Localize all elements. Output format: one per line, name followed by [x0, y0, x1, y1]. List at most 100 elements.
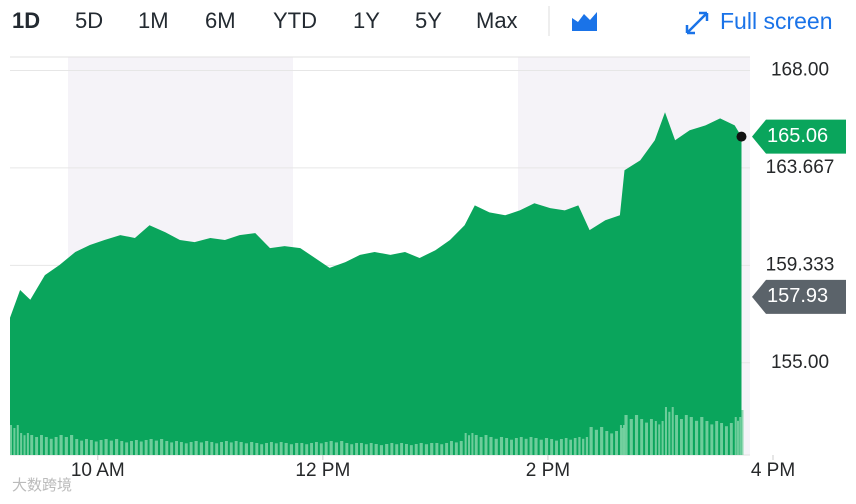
volume-bar-part	[479, 437, 483, 455]
y-tick-label: 159.333	[766, 254, 835, 275]
volume-bar-part	[184, 443, 188, 455]
volume-bar-part	[274, 443, 278, 455]
volume-bar-part	[49, 438, 53, 455]
range-button[interactable]: Max	[476, 8, 518, 33]
volume-bar-part	[559, 439, 563, 455]
volume-bar	[284, 443, 288, 455]
volume-bar-part	[668, 411, 671, 455]
volume-bar	[640, 419, 644, 455]
range-button[interactable]: 1M	[138, 8, 169, 33]
x-tick-label: 12 PM	[295, 460, 350, 481]
range-button[interactable]: 5Y	[415, 8, 442, 33]
volume-bar-part	[319, 443, 323, 455]
full-screen-icon[interactable]	[685, 11, 709, 35]
volume-bar	[134, 440, 138, 455]
volume-bar	[165, 441, 169, 455]
range-button[interactable]: 1D	[12, 8, 40, 33]
volume-bar-part	[484, 435, 488, 455]
watermark: 大数跨境	[12, 476, 72, 494]
volume-bar	[239, 442, 243, 455]
volume-bar	[104, 439, 108, 455]
volume-bar	[224, 441, 228, 455]
volume-bar-part	[629, 419, 633, 455]
volume-bar-part	[569, 439, 573, 455]
x-tick-label: 10 AM	[71, 460, 125, 481]
volume-bar	[654, 421, 657, 455]
volume-bar-part	[622, 425, 625, 455]
volume-bar	[194, 441, 198, 455]
full-screen-button[interactable]: Full screen	[720, 8, 832, 34]
volume-bar-part	[414, 444, 418, 455]
volume-bar-part	[229, 442, 233, 455]
volume-bar	[705, 421, 709, 455]
volume-bar	[450, 441, 453, 455]
volume-bar-part	[94, 441, 98, 455]
range-button[interactable]: 5D	[75, 8, 103, 33]
volume-bar	[675, 415, 679, 455]
chart-layer	[10, 69, 846, 460]
volume-bar	[489, 437, 493, 455]
volume-bar-part	[440, 444, 444, 455]
volume-bar	[734, 417, 737, 455]
volume-bar	[464, 433, 467, 455]
volume-bar	[210, 442, 214, 455]
chart-type-icon[interactable]	[572, 12, 597, 31]
volume-bar	[345, 443, 349, 455]
volume-bar	[359, 443, 363, 455]
volume-bar	[505, 438, 509, 455]
range-button[interactable]: 6M	[205, 8, 236, 33]
volume-bar	[75, 439, 79, 455]
volume-bar	[30, 435, 34, 455]
volume-bar-part	[295, 443, 299, 455]
volume-bar-part	[409, 445, 413, 455]
volume-bar-part	[729, 423, 733, 455]
volume-bar-part	[736, 420, 739, 455]
volume-bar-part	[671, 407, 674, 455]
range-button[interactable]: 1Y	[353, 8, 380, 33]
volume-bar-part	[35, 437, 39, 455]
volume-bar-part	[454, 442, 458, 455]
volume-bar-part	[220, 442, 223, 455]
volume-bar-part	[514, 438, 518, 455]
volume-bar-part	[594, 429, 598, 455]
volume-bar-part	[265, 443, 269, 455]
volume-bar	[474, 435, 478, 455]
volume-bar-part	[364, 444, 368, 455]
volume-bar-part	[600, 427, 604, 455]
volume-bar-part	[160, 439, 164, 455]
volume-bar-part	[661, 421, 664, 455]
volume-bar-part	[85, 439, 88, 455]
volume-bar-part	[615, 431, 618, 455]
previous-close-label: 157.93	[767, 285, 828, 307]
volume-bar-part	[582, 438, 585, 455]
volume-bar-part	[80, 440, 84, 455]
x-tick-label: 2 PM	[526, 460, 570, 481]
volume-bar-part	[205, 441, 209, 455]
volume-bar-part	[694, 420, 699, 455]
volume-bar	[269, 442, 273, 455]
volume-bar-part	[310, 443, 314, 455]
volume-bar-part	[350, 444, 354, 455]
volume-bar-part	[334, 442, 339, 455]
volume-bar-part	[445, 443, 449, 455]
volume-bar-part	[23, 435, 26, 455]
volume-bar-part	[573, 438, 577, 455]
volume-bar-part	[710, 424, 714, 455]
volume-bar	[720, 423, 724, 455]
volume-bar-part	[154, 440, 158, 455]
volume-bar-part	[385, 444, 389, 455]
volume-bar	[435, 443, 439, 455]
volume-bar-part	[199, 442, 203, 455]
volume-bar-part	[395, 444, 399, 455]
volume-bar	[564, 438, 568, 455]
volume-bar-part	[700, 417, 704, 455]
volume-bar	[605, 431, 609, 455]
volume-bar-part	[679, 419, 683, 455]
volume-bar-part	[340, 441, 344, 455]
volume-bar-part	[305, 444, 309, 455]
volume-bar-part	[379, 445, 384, 455]
volume-bar-part	[144, 440, 148, 455]
volume-bar-part	[621, 428, 624, 455]
volume-bar	[741, 410, 744, 455]
range-button[interactable]: YTD	[273, 8, 317, 33]
